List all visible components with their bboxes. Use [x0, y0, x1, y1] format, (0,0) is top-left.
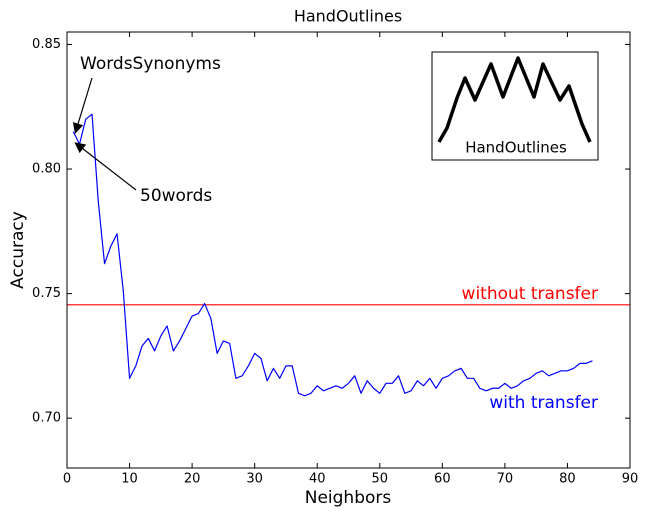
x-axis-label: Neighbors [305, 488, 392, 508]
x-tick-label: 10 [121, 472, 138, 487]
y-axis-label: Accuracy [8, 211, 28, 289]
x-tick-label: 40 [309, 472, 326, 487]
x-tick-label: 50 [372, 472, 389, 487]
x-tick-label: 90 [622, 472, 639, 487]
y-tick-label: 0.85 [32, 37, 61, 52]
annotation: WordsSynonyms [80, 54, 221, 74]
plot-frame [66, 31, 631, 469]
y-tick-label: 0.75 [32, 286, 61, 301]
inset: HandOutlines [431, 51, 599, 161]
inset-icon [437, 56, 592, 143]
x-tick-label: 60 [434, 472, 451, 487]
baseline-label: without transfer [462, 284, 598, 304]
x-tick-label: 70 [497, 472, 514, 487]
x-tick-label: 80 [559, 472, 576, 487]
x-tick-label: 20 [184, 472, 201, 487]
annotation: 50words [140, 186, 212, 206]
y-tick-label: 0.80 [32, 162, 61, 177]
x-tick-label: 0 [63, 472, 71, 487]
chart-title: HandOutlines [294, 7, 402, 26]
y-tick-label: 0.70 [32, 411, 61, 426]
x-tick-label: 30 [246, 472, 263, 487]
series-line [72, 113, 593, 397]
annotation-arrow [72, 77, 93, 134]
series-label: with transfer [489, 393, 598, 413]
inset-label: HandOutlines [465, 139, 567, 157]
annotation-arrow [74, 142, 137, 191]
